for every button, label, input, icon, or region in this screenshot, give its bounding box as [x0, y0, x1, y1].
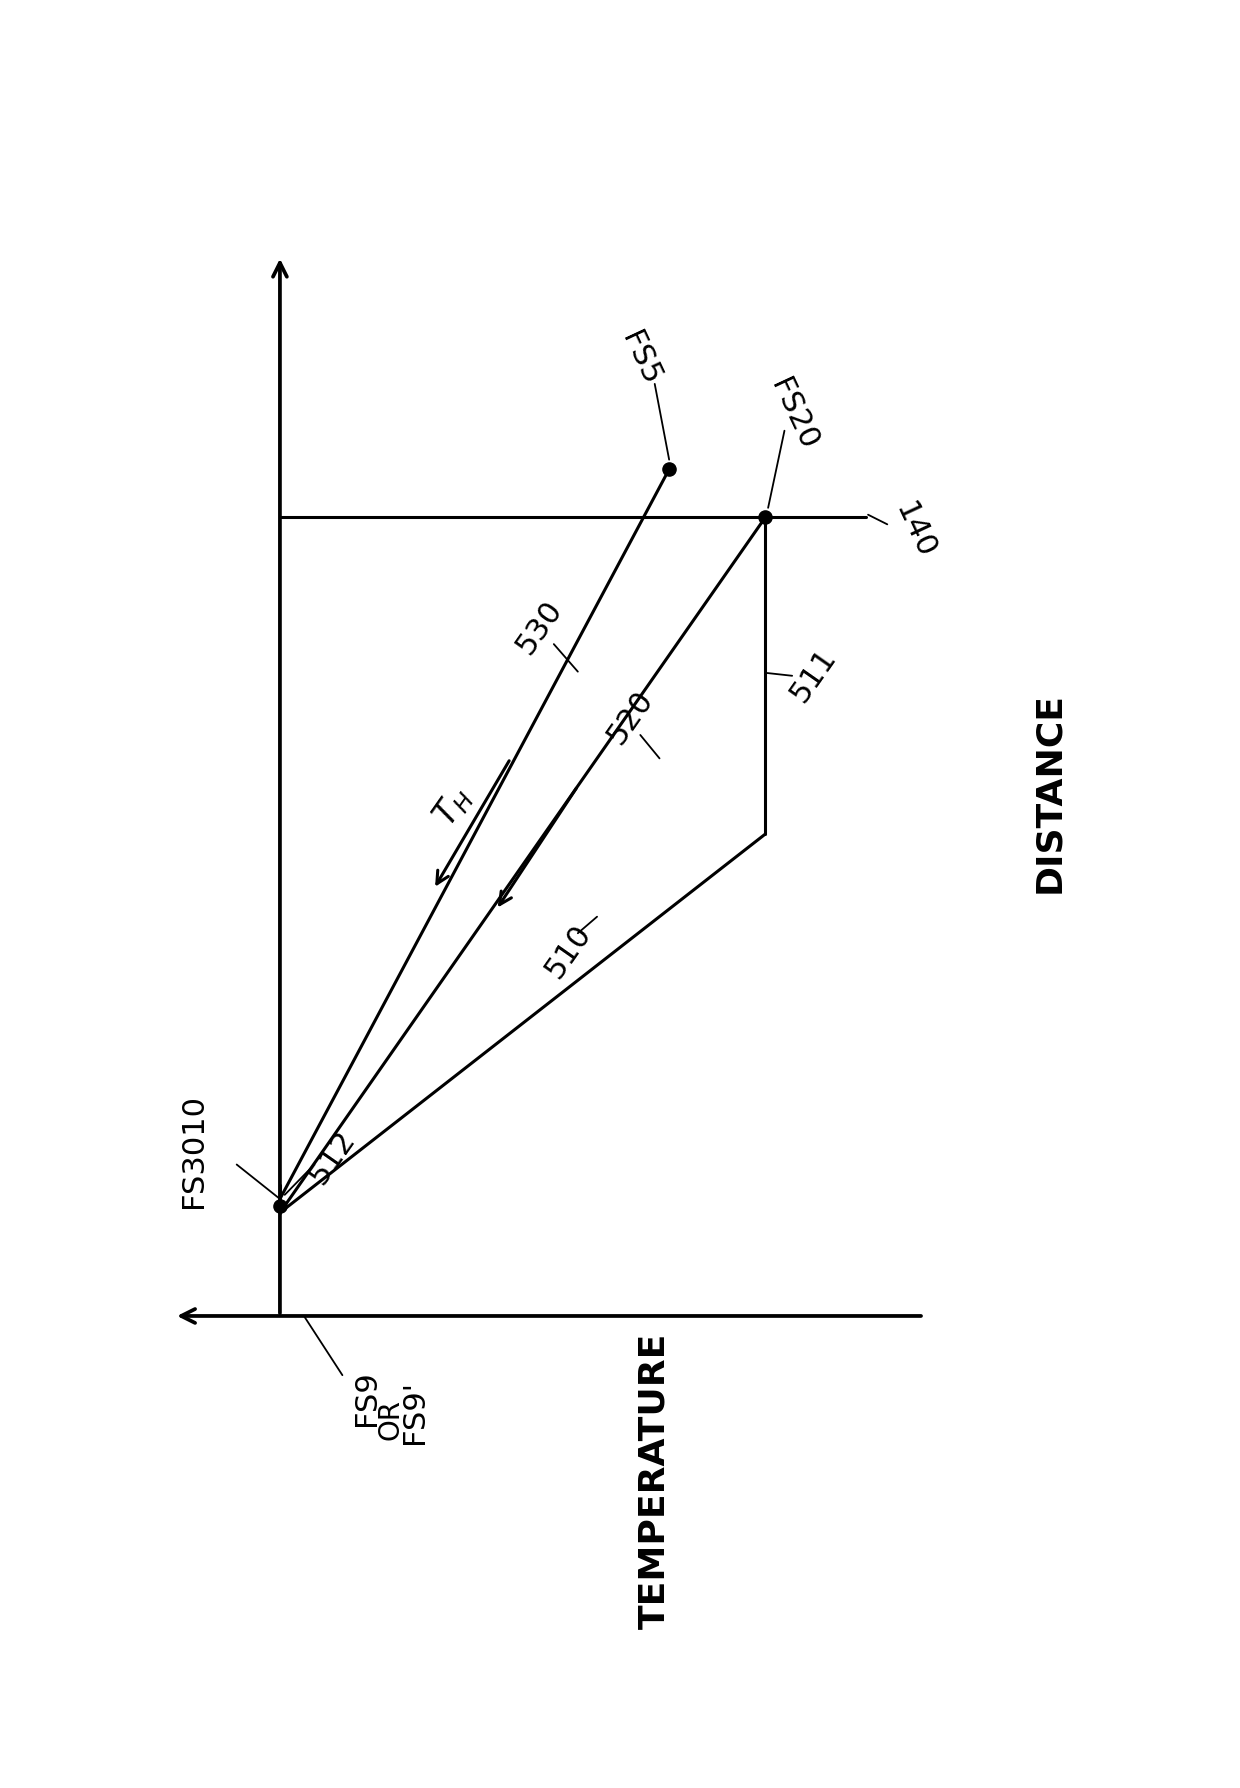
Text: TEMPERATURE: TEMPERATURE — [637, 1334, 672, 1629]
Point — [270, 1191, 290, 1219]
Text: FS5: FS5 — [615, 327, 665, 390]
Text: 510: 510 — [539, 919, 596, 983]
Text: 140: 140 — [889, 499, 940, 563]
Text: 511: 511 — [785, 644, 842, 708]
Text: FS9': FS9' — [401, 1380, 429, 1445]
Text: FS20: FS20 — [765, 374, 823, 454]
Point — [755, 502, 775, 531]
Point — [660, 454, 680, 483]
Text: OR: OR — [377, 1398, 404, 1439]
Text: 530: 530 — [511, 595, 568, 660]
Text: FS9: FS9 — [352, 1371, 381, 1427]
Text: 512: 512 — [304, 1125, 361, 1189]
Text: $T_H$: $T_H$ — [428, 781, 479, 833]
Text: DISTANCE: DISTANCE — [1032, 692, 1065, 894]
Text: FS3010: FS3010 — [179, 1094, 208, 1207]
Text: 520: 520 — [603, 685, 660, 749]
